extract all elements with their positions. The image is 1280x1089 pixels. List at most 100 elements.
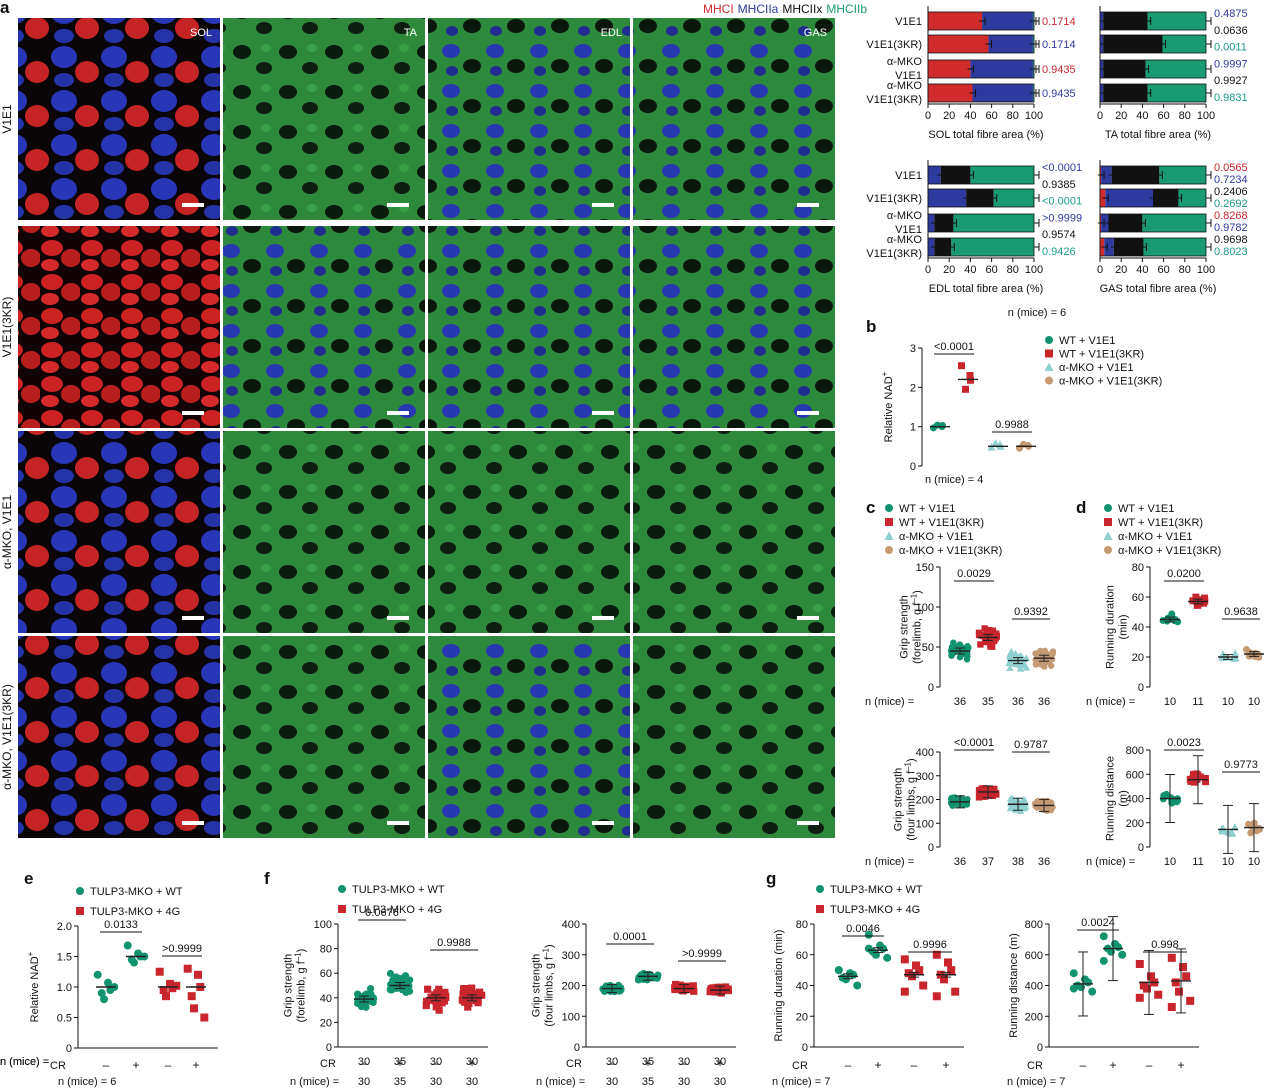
column-label-TA: TA — [404, 27, 418, 39]
data-point — [919, 981, 928, 990]
data-point — [1173, 798, 1181, 806]
cr-tick: – — [911, 1058, 918, 1072]
n-value: 37 — [982, 856, 994, 868]
data-point — [434, 991, 442, 999]
x-tick-label: 0 — [925, 110, 931, 122]
n-value: 10 — [1222, 696, 1234, 708]
bar-segment — [988, 35, 1033, 53]
data-point — [1175, 987, 1183, 996]
legend-c-label: WT + V1E1 — [899, 503, 955, 515]
legend-d-label: WT + V1E1 — [1118, 503, 1174, 515]
y-tick-label: 400 — [916, 747, 934, 759]
n-value: 11 — [1192, 856, 1203, 868]
data-point — [1008, 653, 1017, 660]
comparison-p-value: 0.998 — [1151, 939, 1179, 951]
cr-label: CR — [320, 1058, 336, 1070]
n-value: 36 — [954, 696, 966, 708]
x-tick-label: 80 — [1179, 110, 1191, 122]
data-point — [987, 628, 995, 636]
x-tick-label: 20 — [1115, 110, 1127, 122]
legend-e-marker — [76, 907, 84, 915]
data-point — [1135, 993, 1144, 1002]
data-point — [988, 643, 996, 650]
y-tick-label: 0 — [1138, 842, 1144, 854]
cr-tick: – — [433, 1056, 440, 1070]
data-point — [979, 793, 986, 800]
legend-g-label: TULP3-MKO + 4G — [830, 904, 920, 916]
x-tick-label: 20 — [943, 110, 955, 122]
comparison-p-value: 0.9392 — [1014, 606, 1048, 618]
data-point — [1147, 972, 1155, 981]
y-axis-label: Running distance — [1105, 756, 1117, 841]
data-point — [864, 930, 873, 939]
micrograph-α-MKO, V1E1-SOL — [18, 431, 220, 633]
data-point — [100, 995, 108, 1004]
micrograph-α-MKO, V1E1-TA — [223, 431, 425, 633]
p-value: 0.9435 — [1042, 64, 1076, 76]
comparison-p-value: 0.0029 — [957, 568, 991, 580]
legend-f-marker — [338, 905, 346, 913]
x-tick-label: 60 — [985, 110, 997, 122]
data-point — [162, 992, 170, 1001]
data-point — [1011, 805, 1020, 813]
data-point — [991, 637, 998, 645]
x-tick-label: 40 — [964, 264, 976, 276]
y-axis-label: (four limbs, g f–1) — [542, 944, 556, 1026]
data-point — [130, 958, 138, 967]
data-point — [1189, 597, 1197, 605]
data-point — [1088, 987, 1097, 996]
bar-segment — [1103, 12, 1148, 30]
n-value: 30 — [430, 1076, 442, 1088]
y-tick-label: 60 — [320, 968, 332, 980]
scale-bar — [592, 411, 614, 415]
scale-bar — [182, 203, 204, 207]
data-point — [714, 988, 722, 996]
cr-tick: – — [681, 1056, 688, 1070]
bar-segment — [1108, 214, 1143, 232]
data-point — [1247, 829, 1255, 837]
cr-tick: + — [1177, 1058, 1184, 1072]
n-value: 30 — [358, 1056, 370, 1068]
legend-e-marker — [76, 887, 84, 895]
scale-bar — [387, 821, 409, 825]
y-axis-label: Running duration — [1105, 585, 1117, 669]
comparison-p-value: <0.0001 — [954, 737, 994, 749]
data-point — [1022, 654, 1031, 662]
y-tick-label: 0 — [66, 1043, 72, 1055]
row-label: V1E1 — [0, 104, 14, 134]
comparison-p-value: 0.0024 — [1081, 917, 1115, 929]
y-tick-label: 200 — [1025, 1011, 1043, 1023]
n-value: 10 — [1222, 856, 1234, 868]
n-value: 30 — [466, 1056, 478, 1068]
y-tick-label: 40 — [1132, 622, 1144, 634]
comparison-p-value: 0.0023 — [1167, 737, 1201, 749]
data-point — [1230, 823, 1239, 831]
y-axis-label-sup: –1 — [910, 593, 919, 602]
data-point — [982, 638, 989, 645]
data-point — [1154, 990, 1163, 999]
legend-d-marker — [1104, 518, 1112, 526]
data-point — [947, 966, 956, 975]
data-point — [1256, 825, 1264, 833]
y-tick-label: 0 — [1138, 682, 1144, 694]
micrograph-α-MKO, V1E1(3KR)-EDL — [428, 636, 630, 838]
data-point — [123, 941, 132, 950]
bar-row-label: α-MKO — [887, 234, 923, 246]
data-point — [1048, 799, 1055, 807]
n-label: n (mice) = — [1086, 856, 1135, 868]
row-label: α-MKO, V1E1 — [0, 495, 14, 570]
data-point — [1020, 660, 1028, 668]
data-point — [1032, 661, 1040, 668]
y-axis-label: Grip strength — [899, 595, 911, 659]
scale-bar — [387, 411, 409, 415]
scale-bar — [797, 821, 819, 825]
panel-letter-b: b — [866, 317, 876, 336]
bar-segment — [1104, 238, 1114, 256]
data-point — [458, 996, 466, 1004]
data-point — [424, 985, 432, 993]
p-value: 0.0565 — [1214, 162, 1248, 174]
p-value: 0.9385 — [1042, 179, 1076, 191]
cr-tick: + — [942, 1058, 949, 1072]
scale-bar — [182, 616, 204, 620]
